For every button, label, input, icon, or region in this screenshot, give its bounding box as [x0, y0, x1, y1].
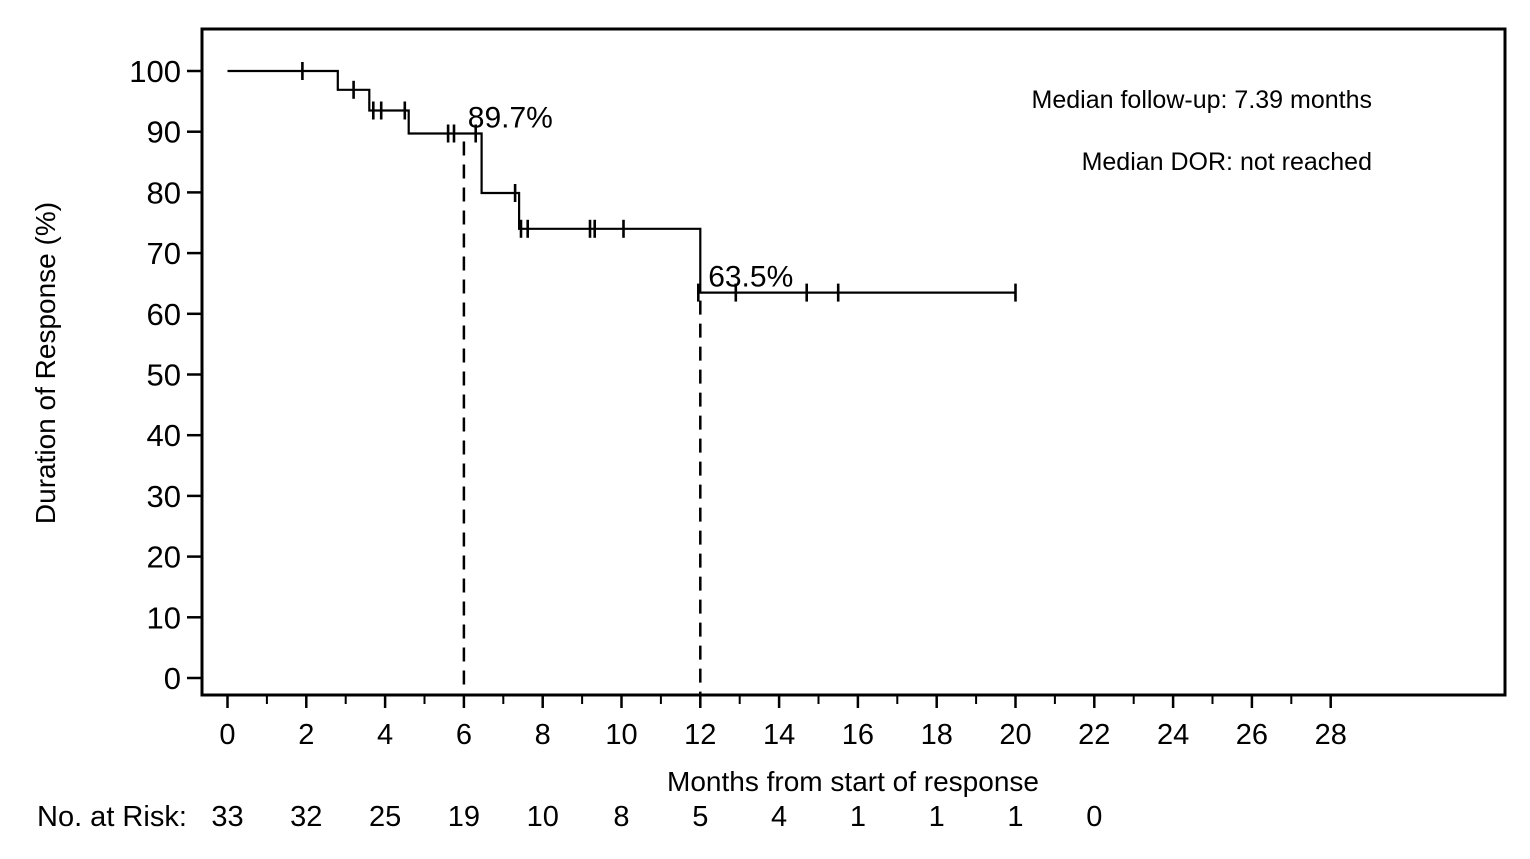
x-axis-tick-label: 18: [921, 719, 953, 751]
risk-table-value: 25: [369, 801, 401, 833]
risk-table-value: 32: [290, 801, 322, 833]
x-axis-tick-label: 24: [1157, 719, 1189, 751]
y-axis-tick-label: 50: [147, 358, 181, 393]
risk-table-value: 1: [1007, 801, 1023, 833]
y-axis-tick-label: 0: [164, 661, 181, 696]
x-axis-tick-label: 20: [999, 719, 1031, 751]
risk-table-value: 1: [850, 801, 866, 833]
risk-table-value: 19: [448, 801, 480, 833]
x-axis-tick-label: 6: [456, 719, 472, 751]
x-axis-tick-label: 0: [219, 719, 235, 751]
risk-table-value: 8: [613, 801, 629, 833]
x-axis-tick-label: 2: [298, 719, 314, 751]
landmark-percent-label: 63.5%: [708, 261, 793, 294]
y-axis-tick-label: 10: [147, 600, 181, 635]
risk-table-value: 5: [692, 801, 708, 833]
y-axis-tick-label: 90: [147, 115, 181, 150]
y-axis-tick-label: 20: [147, 540, 181, 575]
x-axis-tick-label: 14: [763, 719, 795, 751]
y-axis-tick-label: 40: [147, 418, 181, 453]
y-axis-tick-label: 100: [129, 54, 181, 89]
x-axis-tick-label: 12: [684, 719, 716, 751]
y-axis-tick-label: 70: [147, 236, 181, 271]
y-axis-tick-label: 30: [147, 479, 181, 514]
risk-table-label: No. at Risk:: [37, 801, 187, 833]
risk-table-value: 4: [771, 801, 787, 833]
x-axis-tick-label: 26: [1236, 719, 1268, 751]
risk-table-value: 1: [929, 801, 945, 833]
km-step-curve: [227, 69, 1016, 294]
median-annotation: Median follow-up: 7.39 months: [1032, 86, 1372, 114]
x-axis-title: Months from start of response: [667, 766, 1039, 797]
risk-table-value: 10: [527, 801, 559, 833]
y-axis-tick-label: 60: [147, 297, 181, 332]
x-axis-tick-label: 28: [1315, 719, 1347, 751]
x-axis-tick-label: 16: [842, 719, 874, 751]
y-axis-tick-label: 80: [147, 175, 181, 210]
plot-frame: [200, 27, 1507, 697]
risk-table-value: 0: [1086, 801, 1102, 833]
x-axis-tick-label: 10: [605, 719, 637, 751]
median-annotation: Median DOR: not reached: [1082, 148, 1372, 176]
landmark-percent-label: 89.7%: [468, 102, 553, 135]
x-axis-tick-label: 8: [535, 719, 551, 751]
x-axis-tick-label: 22: [1078, 719, 1110, 751]
y-axis-title: Duration of Response (%): [30, 202, 61, 524]
x-axis-tick-label: 4: [377, 719, 393, 751]
risk-table-value: 33: [211, 801, 243, 833]
